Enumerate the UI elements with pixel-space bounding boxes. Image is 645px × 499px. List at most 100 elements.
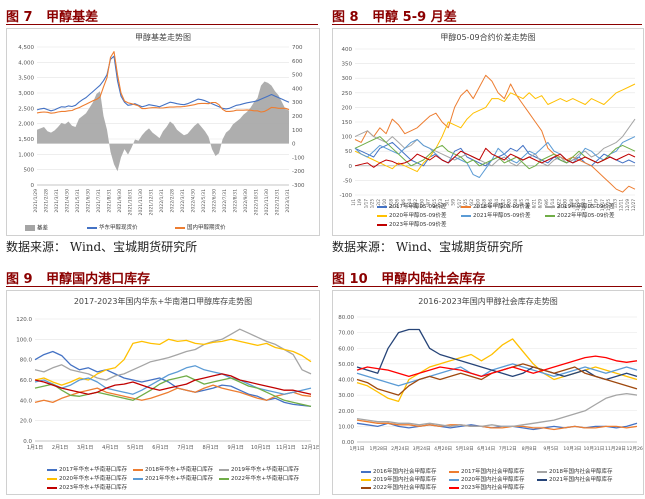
- x-tick-label: 11/17: [600, 199, 605, 211]
- figure-10-title: 图 10 甲醇内陆社会库存: [332, 272, 486, 287]
- x-tick-label: 2021/2/28: [44, 189, 50, 213]
- series-line: [36, 55, 290, 112]
- x-tick-label: 10/16: [575, 199, 580, 211]
- x-tick-label: 12月1日: [301, 445, 319, 451]
- series-line: [354, 83, 636, 173]
- x-tick-label: 2021/8/31: [107, 189, 113, 213]
- y-tick-label: 20.00: [338, 409, 354, 415]
- x-tick-label: 9月5日: [543, 446, 558, 452]
- legend-item: 国内甲醇期货价: [175, 225, 226, 232]
- legend-item: 2018年甲醇05-09价差: [461, 204, 530, 211]
- x-tick-label: 6月14日: [477, 446, 495, 452]
- y-tick-label: 250: [342, 91, 353, 97]
- x-tick-label: 3/14: [407, 199, 412, 209]
- x-tick-label: 4月20日: [434, 446, 452, 452]
- x-tick-label: 2022/2/28: [170, 189, 176, 213]
- legend-item: 2017年国内社会甲醇库存: [449, 469, 525, 476]
- x-tick-label: 2/10: [382, 199, 387, 209]
- series-line: [356, 392, 638, 428]
- y-tick-label: 1,500: [18, 137, 34, 143]
- y-tick-label: 60.00: [338, 346, 354, 352]
- x-tick-label: 1月1日: [27, 445, 43, 451]
- legend-item: 2020年华东+华南港口库存: [47, 476, 127, 483]
- social-inventory-chart-svg: 0.00 10.00 20.00 30.00 40.00 50.00 60.00 70.00 8…: [338, 315, 645, 452]
- y-tick-label: 100: [342, 135, 353, 141]
- x-tick-label: 3月1日: [77, 445, 93, 451]
- x-tick-label: 12/11: [619, 199, 624, 211]
- x-tick-label: 6/18: [482, 199, 487, 209]
- y-tick-label: 150: [342, 120, 353, 126]
- series-line: [34, 373, 312, 395]
- chart-title: 甲醇05-09合约价差走势图: [440, 33, 536, 42]
- x-tick-label: 10/8: [569, 199, 574, 209]
- legend-item: 2022年甲醇05-09价差: [545, 213, 614, 220]
- y2-tick-label: 200: [292, 114, 303, 120]
- y-tick-label: 0.00: [342, 440, 355, 446]
- x-tick-label: 8/13: [525, 199, 530, 209]
- x-tick-label: 8/21: [531, 199, 536, 209]
- x-tick-label: 11/9: [594, 199, 599, 209]
- series-area: [37, 81, 289, 172]
- x-tick-label: 7/20: [507, 199, 512, 209]
- x-tick-label: 3/22: [413, 199, 418, 209]
- x-tick-label: 6/2: [469, 199, 474, 206]
- x-tick-label: 2022/3/31: [180, 189, 186, 213]
- figure-7-rule: [6, 24, 318, 25]
- series-line: [34, 365, 312, 395]
- y-tick-label: 80.00: [338, 315, 354, 321]
- y-tick-label: 4,000: [18, 60, 34, 66]
- y-tick-label: 50: [345, 149, 352, 155]
- legend-item: 2019年甲醇05-09价差: [545, 204, 614, 211]
- x-tick-label: 10月1日: [251, 445, 271, 451]
- legend-item: 2020年国内社会甲醇库存: [449, 477, 525, 484]
- x-tick-label: 6/10: [475, 199, 480, 209]
- x-tick-label: 11月1日: [276, 445, 296, 451]
- chart-title: 2017-2023年国内华东+华南港口甲醇库存走势图: [73, 297, 253, 306]
- series-line: [354, 118, 636, 167]
- y-tick-label: 2,000: [18, 122, 34, 128]
- x-tick-label: 1/1: [351, 199, 356, 206]
- y-tick-label: 10.00: [338, 424, 354, 430]
- y-tick-label: 350: [342, 62, 353, 68]
- y-tick-label: 4,500: [18, 45, 34, 51]
- legend-item: 2021年国内社会甲醇库存: [537, 477, 613, 484]
- x-tick-label: 2021/3/31: [54, 189, 60, 213]
- x-tick-label: 12/3: [612, 199, 617, 209]
- series-line: [356, 355, 638, 378]
- y-tick-label: 100.0: [16, 337, 32, 343]
- x-tick-label: 2021/10/31: [128, 189, 134, 216]
- x-tick-label: 2022/4/30: [191, 189, 197, 213]
- x-tick-label: 7/4: [494, 199, 499, 206]
- y2-tick-label: 700: [292, 45, 303, 51]
- x-tick-label: 12月26日: [627, 446, 643, 452]
- x-tick-label: 4/7: [426, 199, 431, 206]
- y-tick-label: 120.0: [16, 317, 32, 323]
- figure-9-chart: 2017-2023年国内华东+华南港口甲醇库存走势图 0.0 20.0 40.0 60…: [6, 290, 321, 495]
- x-tick-label: 3/30: [419, 199, 424, 209]
- figure-9-title: 图 9 甲醇国内港口库存: [6, 272, 151, 287]
- x-tick-label: 1月28日: [370, 446, 388, 452]
- legend-item: 基差: [25, 225, 48, 233]
- x-tick-label: 10月31日: [583, 446, 604, 452]
- x-tick-label: 2/18: [388, 199, 393, 209]
- figure-8-source: 数据来源： Wind、宝城期货研究所: [332, 240, 524, 254]
- figure-7-source: 数据来源： Wind、宝城期货研究所: [6, 240, 198, 254]
- x-tick-label: 11/1: [587, 199, 592, 209]
- x-tick-label: 2021/6/30: [86, 189, 92, 213]
- series-line: [34, 384, 312, 404]
- y-tick-label: 0: [31, 183, 35, 189]
- y-tick-label: 20.0: [20, 419, 33, 425]
- x-tick-label: 2021/1/29: [33, 189, 39, 213]
- figure-10-rule: [332, 286, 642, 287]
- x-tick-label: 2022/11/30: [264, 189, 270, 216]
- x-tick-label: 2022/1/31: [159, 189, 165, 213]
- figure-8-title: 图 8 甲醇 5-9 月差: [332, 10, 457, 25]
- x-tick-label: 2021/11/30: [138, 189, 144, 216]
- series-line: [354, 74, 636, 193]
- x-tick-label: 2021/7/31: [96, 189, 102, 213]
- x-tick-label: 6月1日: [152, 445, 168, 451]
- x-tick-label: 5/17: [457, 199, 462, 209]
- x-tick-label: 4月1日: [102, 445, 118, 451]
- y-tick-label: 3,500: [18, 76, 34, 82]
- x-tick-label: 7/28: [513, 199, 518, 209]
